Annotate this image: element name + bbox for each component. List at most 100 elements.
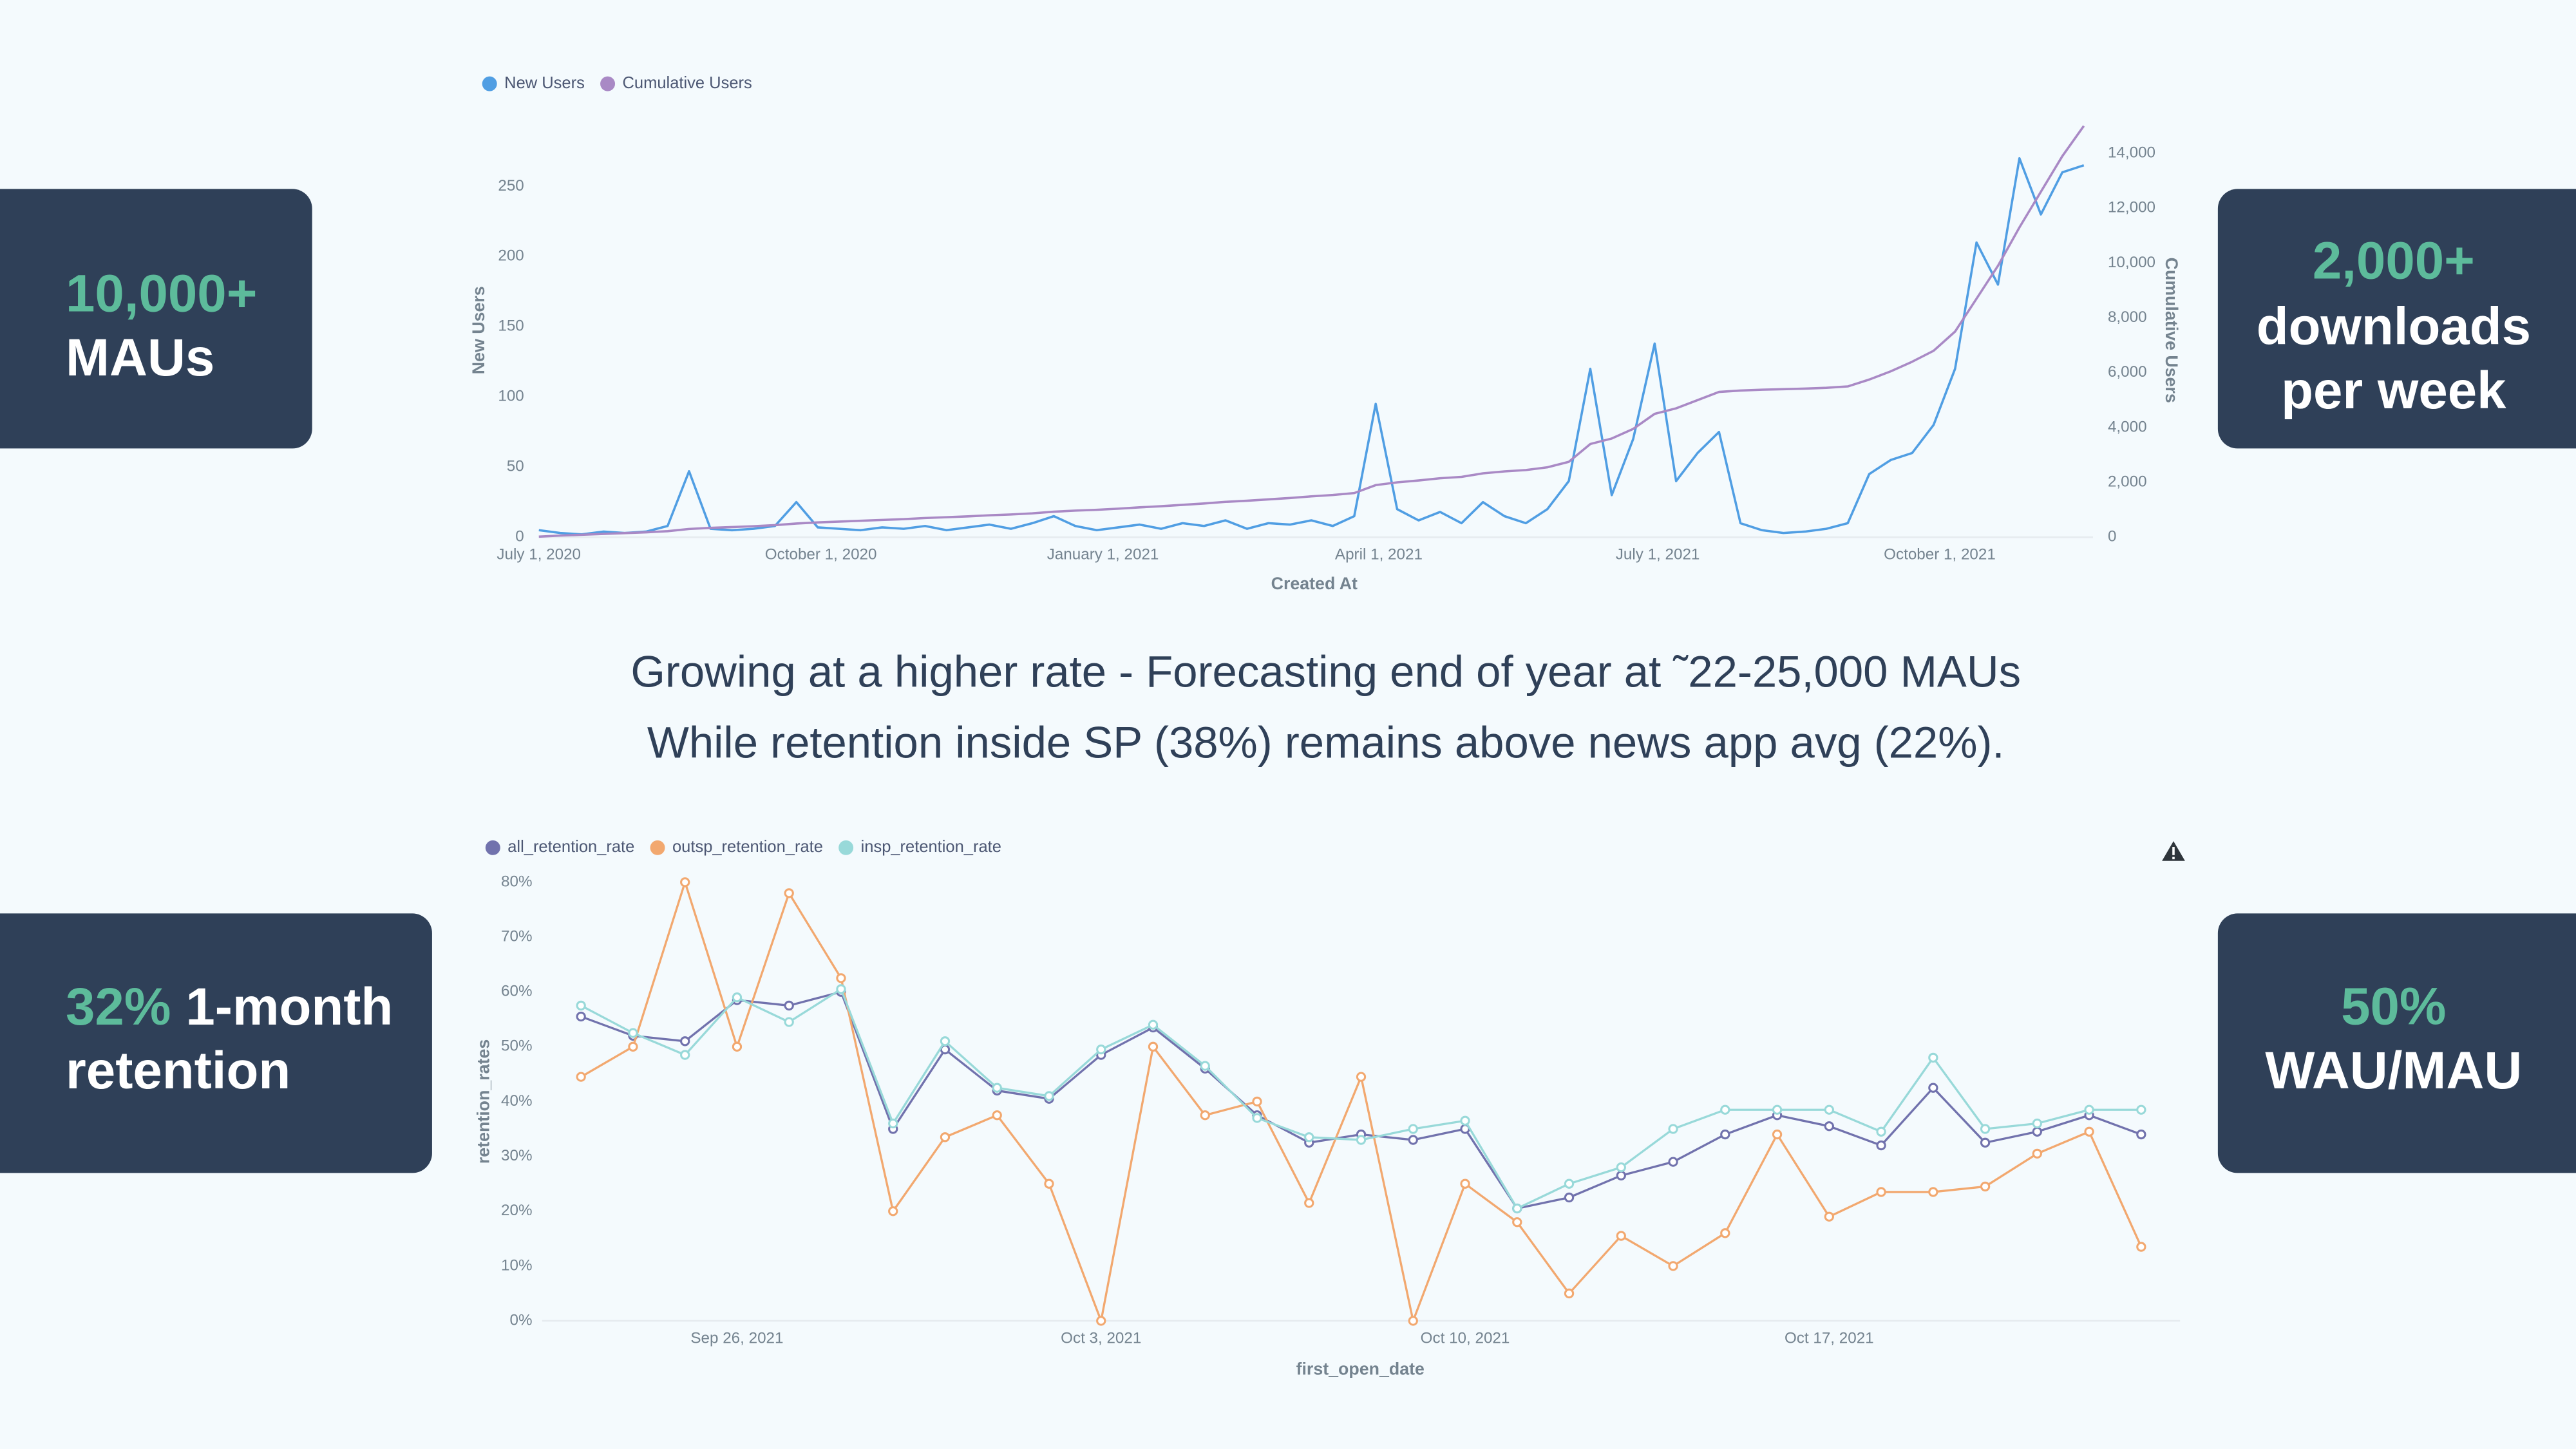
y-tick-label: 100 <box>498 388 524 405</box>
y2-tick-label: 14,000 <box>2108 144 2155 162</box>
point <box>1980 1137 1991 1148</box>
point <box>2136 1129 2146 1140</box>
point <box>888 1118 898 1129</box>
point <box>1616 1170 1626 1181</box>
x-tick-label: Oct 17, 2021 <box>1785 1329 1874 1347</box>
point <box>1304 1198 1314 1208</box>
point <box>784 1017 794 1027</box>
point <box>1720 1104 1730 1115</box>
y-tick-label: 20% <box>501 1202 532 1219</box>
point <box>576 1072 586 1082</box>
y-tick-label: 50% <box>501 1037 532 1055</box>
point <box>1252 1096 1262 1107</box>
y-tick-label: 150 <box>498 317 524 335</box>
y-axis-label: retention_rates <box>474 1039 493 1164</box>
stat-box <box>0 913 432 1173</box>
y-axis-label: New Users <box>469 286 488 374</box>
point <box>992 1110 1002 1121</box>
point <box>1200 1110 1210 1121</box>
point <box>1668 1124 1678 1134</box>
point <box>1876 1140 1886 1151</box>
stat-line: 32% 1-month <box>66 977 393 1036</box>
point <box>1044 1091 1054 1101</box>
point <box>732 992 743 1003</box>
y-tick-label: 30% <box>501 1147 532 1164</box>
point <box>888 1206 898 1217</box>
legend-swatch <box>485 840 500 855</box>
point <box>1252 1113 1262 1123</box>
stat-highlight: 2,000+ <box>2313 231 2475 290</box>
y2-tick-label: 10,000 <box>2108 254 2155 271</box>
legend-label: Cumulative Users <box>623 74 752 92</box>
point <box>1928 1052 1938 1063</box>
point <box>1980 1181 1991 1192</box>
point <box>1668 1261 1678 1271</box>
point <box>1408 1124 1418 1134</box>
point <box>2084 1104 2094 1115</box>
point <box>1304 1132 1314 1142</box>
stat-text: MAUs <box>66 328 214 387</box>
point <box>1616 1231 1626 1241</box>
y-tick-label: 50 <box>507 458 524 475</box>
caption: While retention inside SP (38%) remains … <box>647 717 2005 767</box>
y-tick-label: 10% <box>501 1256 532 1274</box>
x-tick-label: October 1, 2020 <box>765 546 877 564</box>
y-tick-label: 80% <box>501 873 532 890</box>
point <box>732 1041 743 1052</box>
point <box>1824 1121 1834 1132</box>
y-tick-label: 0% <box>510 1311 533 1329</box>
stat-text: per week <box>2281 361 2506 420</box>
point <box>1772 1104 1783 1115</box>
point <box>628 1041 638 1052</box>
stat-highlight: 50% <box>2341 977 2446 1036</box>
stat-text: WAU/MAU <box>2265 1041 2522 1100</box>
point <box>1096 1044 1106 1055</box>
point <box>784 888 794 898</box>
x-tick-label: Sep 26, 2021 <box>690 1329 783 1347</box>
point <box>992 1083 1002 1093</box>
y-tick-label: 40% <box>501 1092 532 1110</box>
stat-text: retention <box>66 1041 290 1100</box>
point <box>1876 1187 1886 1197</box>
legend-swatch <box>482 76 497 91</box>
point <box>1928 1083 1938 1093</box>
stat-box <box>0 189 312 449</box>
point <box>1356 1135 1367 1145</box>
stat-box <box>2217 913 2576 1173</box>
point <box>1148 1019 1159 1030</box>
legend-swatch <box>838 840 854 855</box>
stat-highlight: 10,000+ <box>66 264 257 323</box>
point <box>1720 1228 1730 1238</box>
point <box>680 877 690 887</box>
point <box>2032 1148 2042 1159</box>
y2-tick-label: 4,000 <box>2108 418 2147 435</box>
point <box>2084 1126 2094 1137</box>
x-tick-label: July 1, 2021 <box>1616 546 1700 564</box>
point <box>1876 1126 1886 1137</box>
point <box>1408 1135 1418 1145</box>
legend-label: all_retention_rate <box>507 838 634 856</box>
point <box>2032 1126 2042 1137</box>
y-tick-label: 200 <box>498 247 524 265</box>
point <box>1408 1316 1418 1326</box>
y2-tick-label: 12,000 <box>2108 199 2155 216</box>
point <box>1824 1104 1834 1115</box>
legend-swatch <box>650 840 665 855</box>
point <box>1564 1288 1575 1299</box>
point <box>1044 1179 1054 1189</box>
point <box>1772 1129 1783 1140</box>
point <box>940 1132 951 1142</box>
point <box>836 984 846 994</box>
point <box>1564 1192 1575 1203</box>
point <box>1200 1061 1210 1071</box>
legend-label: New Users <box>504 74 585 92</box>
y2-tick-label: 8,000 <box>2108 308 2147 326</box>
point <box>1564 1179 1575 1189</box>
point <box>1824 1211 1834 1222</box>
point <box>784 1000 794 1011</box>
stat-highlight: 32% <box>66 977 171 1036</box>
y2-axis-label: Cumulative Users <box>2162 258 2181 403</box>
